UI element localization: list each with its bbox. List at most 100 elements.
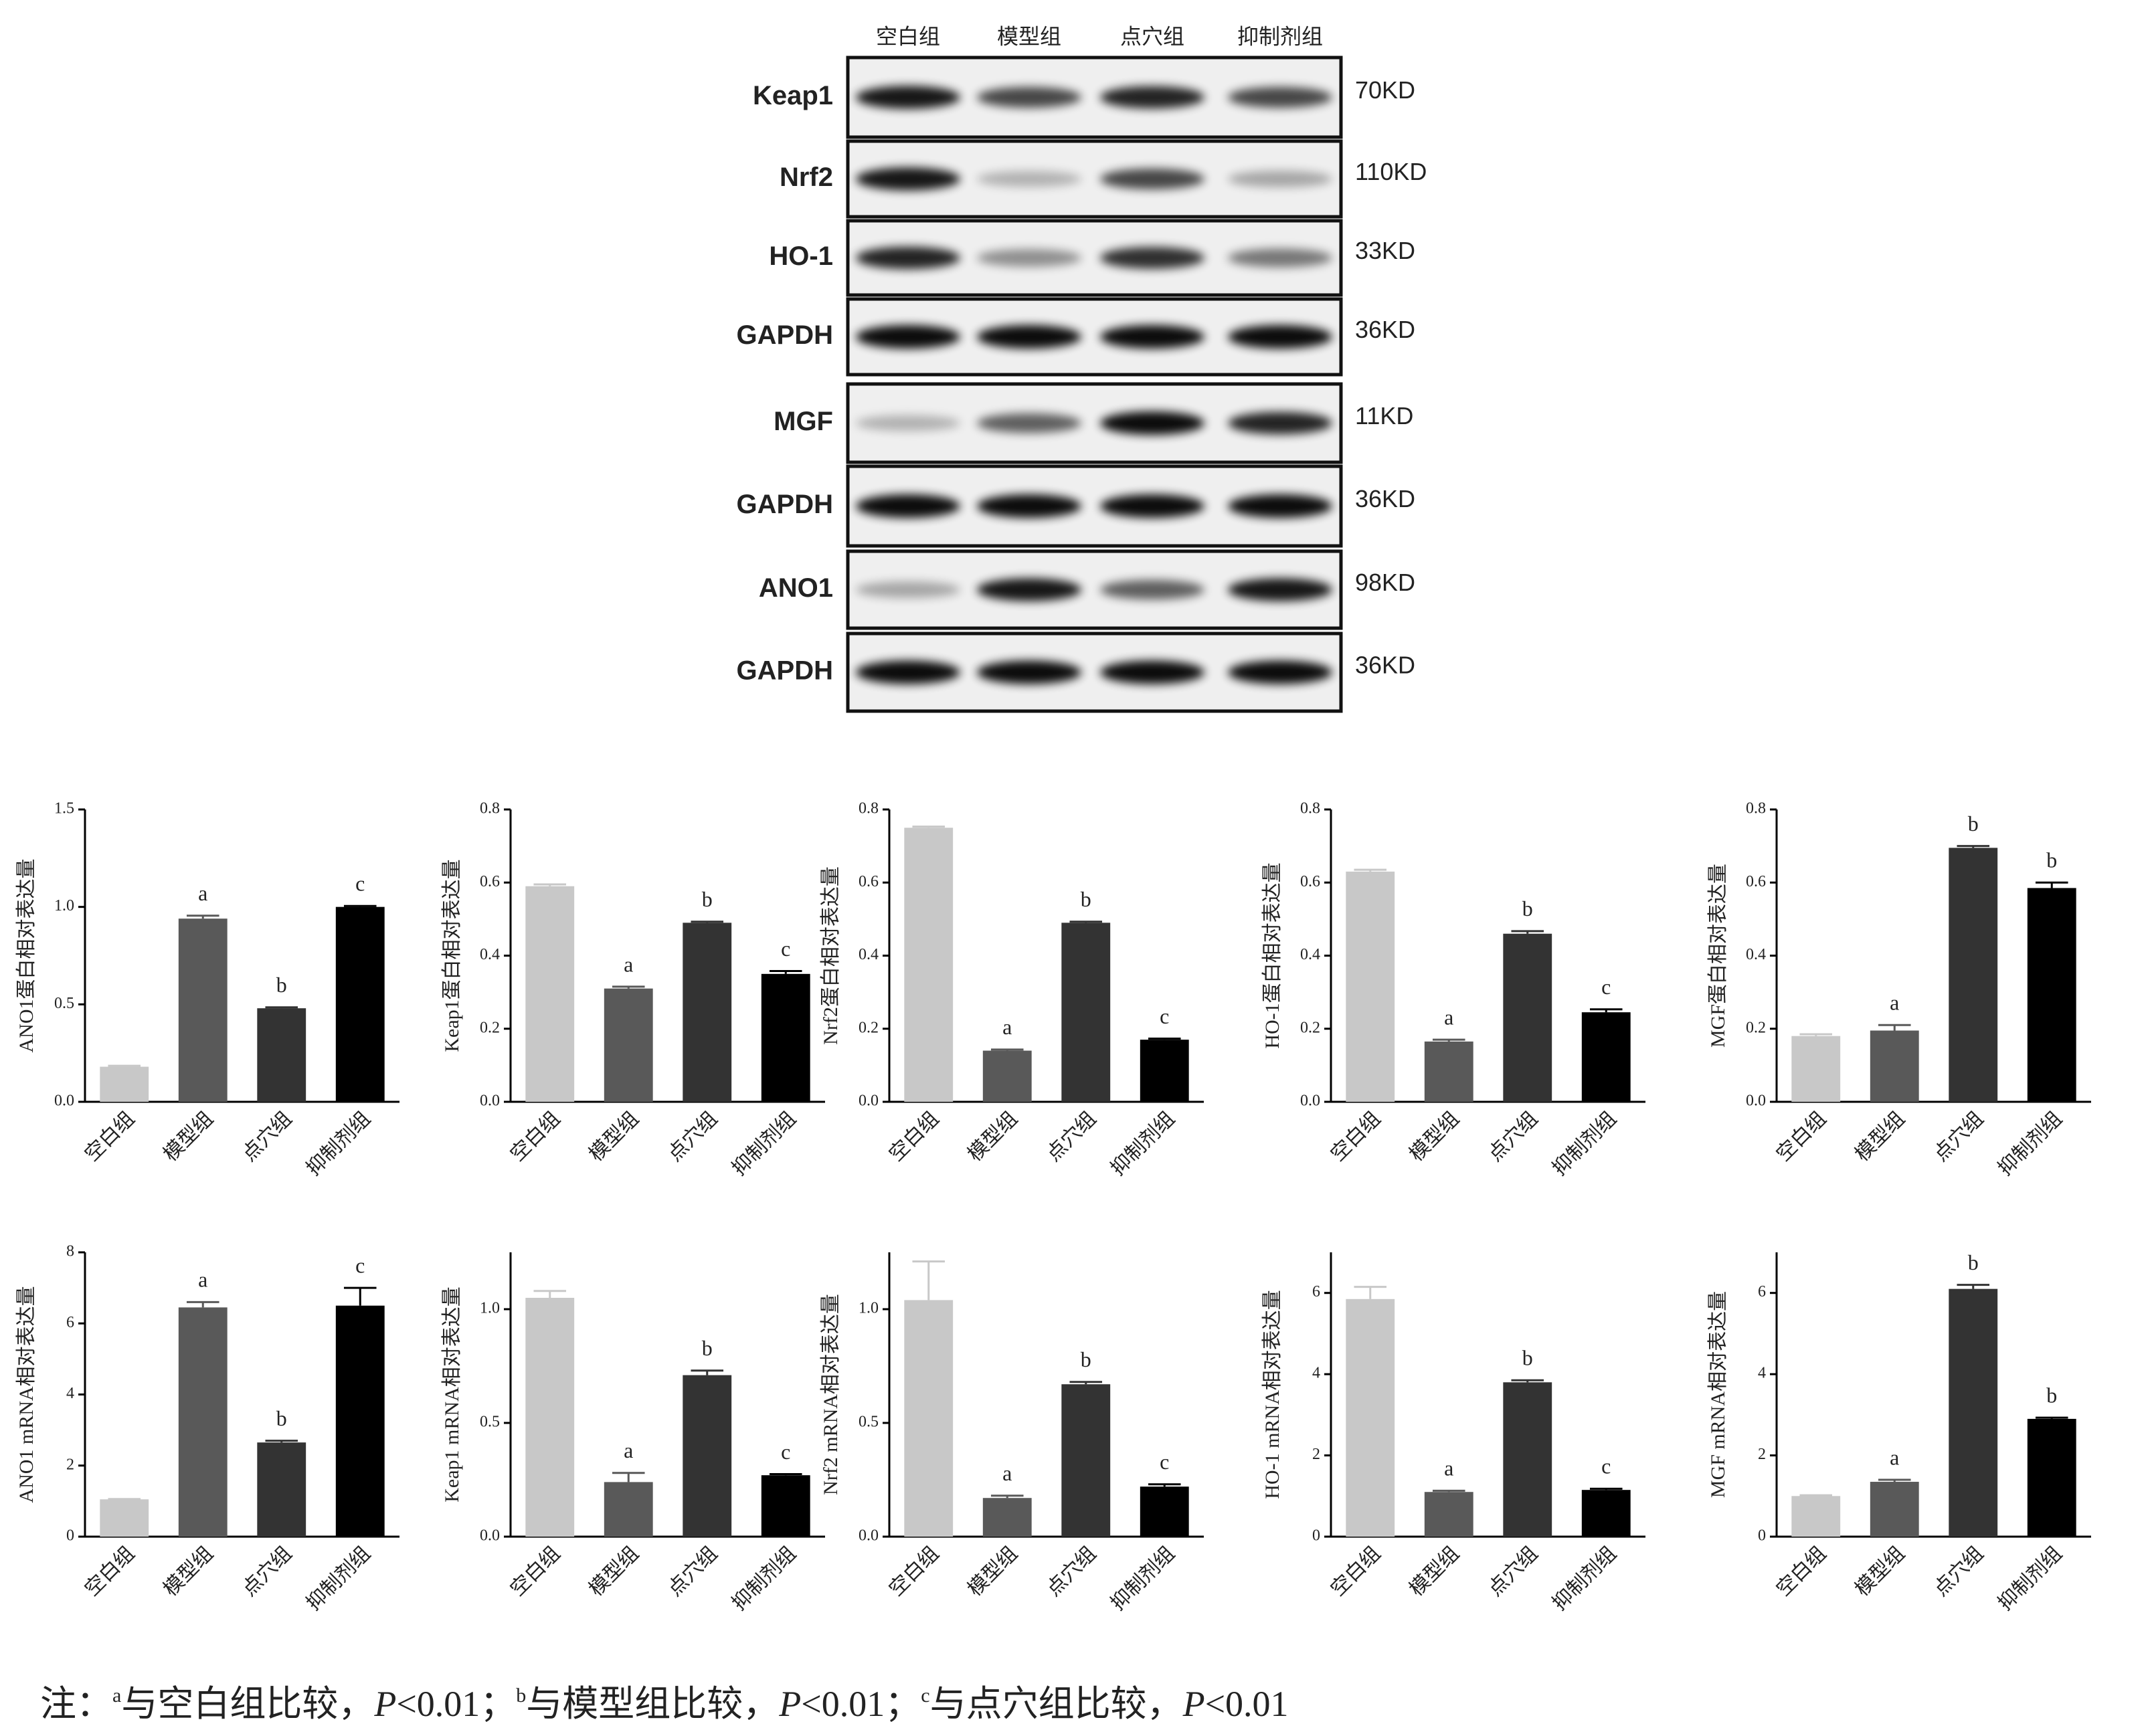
bar [604,1482,653,1537]
bar [1140,1040,1189,1102]
protein-label: Nrf2 [780,163,833,192]
x-tick-label: 空白组 [1327,1107,1385,1165]
y-axis-label: MGF mRNA相对表达量 [1707,1291,1729,1498]
significance-label: c [1160,1004,1169,1028]
x-tick-label: 空白组 [885,1542,944,1600]
bar [2027,888,2076,1102]
band [1100,168,1204,190]
significance-label: b [1081,1347,1091,1371]
x-tick-label: 空白组 [507,1542,565,1600]
bar [1949,848,1998,1102]
band [977,660,1081,684]
bar [904,828,954,1102]
y-axis-label: HO-1蛋白相对表达量 [1261,862,1283,1048]
band [856,660,960,684]
y-tick-label: 8 [66,1243,74,1260]
lane-label: 抑制剂组 [1237,24,1323,48]
y-axis-label: ANO1 mRNA相对表达量 [15,1286,37,1503]
x-tick-label: 空白组 [885,1107,944,1165]
x-tick-label: 模型组 [1405,1107,1463,1165]
band [1228,86,1332,108]
x-tick-label: 空白组 [1773,1542,1831,1600]
x-tick-label: 点穴组 [1930,1542,1988,1600]
x-tick-label: 抑制剂组 [1548,1107,1621,1179]
significance-label: c [781,937,790,961]
x-tick-label: 抑制剂组 [1107,1107,1179,1179]
band [856,494,960,518]
band [856,246,960,270]
y-tick-label: 0.8 [1746,800,1766,817]
significance-label: b [2046,848,2057,872]
significance-label: b [1081,887,1091,911]
note-cond: <0.01； [801,1684,921,1724]
significance-label: b [702,887,713,911]
y-tick-label: 0 [66,1527,74,1545]
band [856,415,960,431]
band [1100,494,1204,518]
bar [1503,1382,1552,1537]
x-tick-label: 抑制剂组 [1994,1542,2066,1614]
x-tick-label: 抑制剂组 [1994,1107,2066,1179]
x-tick-label: 抑制剂组 [302,1542,375,1614]
band [856,86,960,109]
note-p: P [1182,1684,1205,1724]
note-text: 与点穴组比较， [930,1684,1183,1724]
significance-label: b [1968,1250,1979,1274]
x-tick-label: 点穴组 [1043,1107,1101,1165]
significance-label: a [1444,1005,1453,1029]
bar [1791,1496,1841,1537]
y-tick-label: 2 [66,1456,74,1473]
x-tick-label: 点穴组 [1484,1542,1542,1600]
x-tick-label: 点穴组 [238,1107,296,1165]
y-tick-label: 0.6 [859,873,879,890]
x-tick-label: 模型组 [159,1542,217,1600]
note: 注：a与空白组比较，P<0.01；b与模型组比较，P<0.01；c与点穴组比较，… [40,1684,1289,1724]
x-tick-label: 模型组 [159,1107,217,1165]
significance-label: a [1890,991,1899,1015]
y-tick-label: 0.2 [859,1019,879,1036]
significance-label: c [355,1253,365,1277]
y-tick-label: 4 [1758,1365,1766,1382]
bar [604,988,653,1102]
band [1228,411,1332,435]
bar [1791,1036,1841,1102]
x-tick-label: 空白组 [81,1542,139,1600]
y-tick-label: 0.0 [480,1092,500,1110]
significance-label: b [1522,1346,1533,1370]
x-tick-label: 模型组 [1851,1107,1909,1165]
band [1228,660,1332,684]
y-tick-label: 0.6 [1746,873,1766,890]
kd-label: 36KD [1355,316,1415,343]
bar [257,1008,306,1102]
note-cond: <0.01 [1205,1684,1289,1724]
y-tick-label: 0.8 [859,800,879,817]
y-tick-label: 0.0 [1746,1092,1766,1110]
bar [1870,1030,1919,1102]
y-tick-label: 0 [1312,1527,1320,1545]
protein-label: MGF [774,407,833,436]
significance-label: c [355,872,365,896]
band [977,171,1081,187]
bar [683,923,732,1102]
lane-label: 模型组 [997,24,1061,48]
bar [335,1305,385,1537]
band [1100,86,1204,109]
y-tick-label: 1.5 [54,800,74,817]
y-tick-label: 0.8 [1300,800,1320,817]
y-tick-label: 2 [1312,1446,1320,1463]
band [1228,171,1332,187]
x-tick-label: 点穴组 [664,1107,722,1165]
protein-label: GAPDH [737,490,833,519]
significance-label: a [1890,1445,1899,1469]
bar [100,1066,149,1102]
x-tick-label: 抑制剂组 [728,1107,800,1179]
y-tick-label: 0.5 [859,1414,879,1431]
kd-label: 98KD [1355,569,1415,596]
significance-label: a [624,952,633,976]
y-axis-label: MGF蛋白相对表达量 [1707,864,1729,1048]
bar [1346,1298,1395,1537]
x-tick-label: 抑制剂组 [1548,1542,1621,1614]
significance-label: b [2046,1383,2057,1407]
significance-label: a [1444,1456,1453,1480]
protein-label: HO-1 [769,242,833,271]
